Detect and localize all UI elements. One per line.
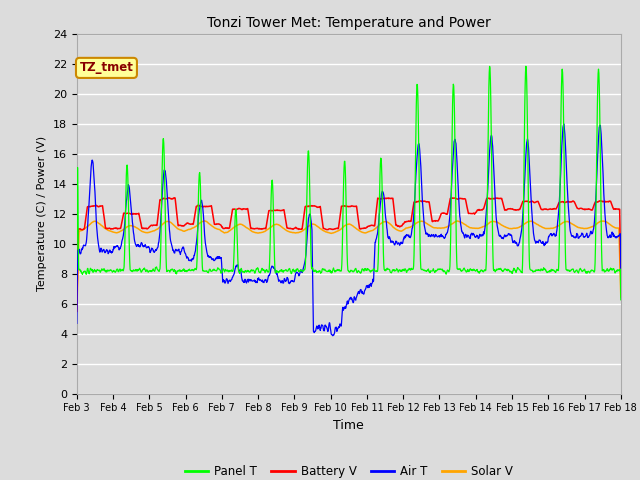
Title: Tonzi Tower Met: Temperature and Power: Tonzi Tower Met: Temperature and Power	[207, 16, 491, 30]
Legend: Panel T, Battery V, Air T, Solar V: Panel T, Battery V, Air T, Solar V	[180, 461, 518, 480]
Y-axis label: Temperature (C) / Power (V): Temperature (C) / Power (V)	[37, 136, 47, 291]
X-axis label: Time: Time	[333, 419, 364, 432]
Text: TZ_tmet: TZ_tmet	[79, 61, 133, 74]
